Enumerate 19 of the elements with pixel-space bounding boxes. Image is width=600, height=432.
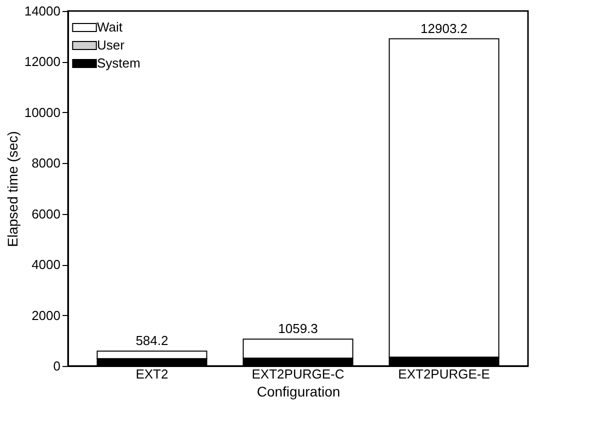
- y-tick-label: 14000: [24, 4, 60, 18]
- x-tick-label: EXT2: [136, 366, 168, 382]
- y-tick-label: 12000: [24, 54, 60, 70]
- y-tick-label: 2000: [32, 308, 60, 323]
- y-tick-label: 6000: [32, 206, 60, 222]
- x-axis-title: Configuration: [256, 384, 340, 400]
- y-tick-label: 0: [53, 358, 60, 374]
- y-tick-label: 10000: [24, 104, 60, 120]
- legend-label: User: [97, 38, 126, 52]
- x-tick-label: EXT2PURGE-E: [398, 366, 490, 382]
- total-label: 12903.2: [420, 20, 468, 36]
- total-label: 584.2: [136, 333, 168, 348]
- x-tick-label: EXT2PURGE-C: [252, 366, 344, 382]
- total-label: 1059.3: [278, 321, 318, 336]
- legend-label: Wait: [97, 20, 123, 34]
- y-tick-label: 8000: [32, 156, 60, 171]
- legend-label: System: [97, 56, 140, 70]
- y-tick-label: 4000: [32, 257, 60, 272]
- y-axis-title: Elapsed time (sec): [4, 131, 20, 247]
